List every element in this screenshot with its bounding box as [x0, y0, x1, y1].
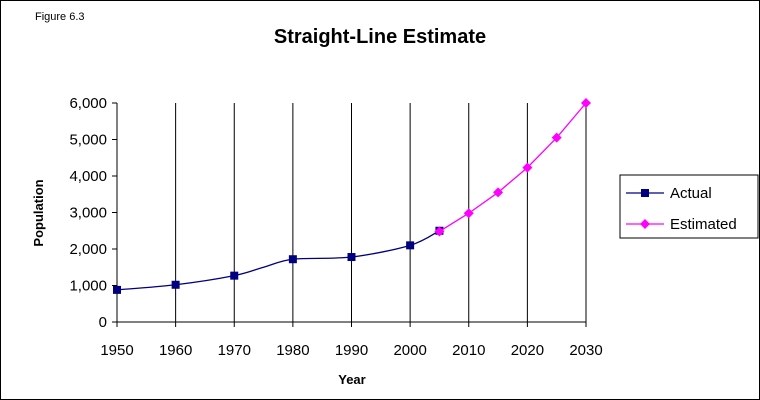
- data-point-actual: [347, 253, 356, 262]
- figure-label: Figure 6.3: [35, 11, 85, 23]
- legend: Actual Estimated: [619, 174, 759, 239]
- x-tick-label: 1950: [100, 342, 133, 359]
- y-tick-label: 4,000: [69, 168, 107, 185]
- y-tick-label: 5,000: [69, 132, 107, 149]
- data-point-estimated: [434, 226, 445, 237]
- x-tick-label: 1970: [218, 342, 251, 359]
- x-tick-label: 1990: [335, 342, 368, 359]
- legend-box: [619, 174, 759, 239]
- data-point-estimated: [551, 132, 562, 143]
- data-point-actual: [171, 280, 180, 289]
- data-point-actual: [230, 271, 239, 280]
- chart-title: Straight-Line Estimate: [273, 26, 487, 48]
- axes-layer: 0 1,000 2,000 3,000 4,000 5,000 6,000 1950 1960 1…: [69, 95, 602, 359]
- y-tick-label: 3,000: [69, 205, 107, 222]
- x-tick-label: 1960: [159, 342, 192, 359]
- legend-estimated-marker: [640, 219, 650, 229]
- series-line-estimated: [439, 102, 587, 233]
- data-point-actual: [406, 241, 415, 250]
- series-line-actual: [116, 230, 440, 291]
- y-tick-label: 6,000: [69, 95, 107, 112]
- data-point-actual: [288, 255, 297, 264]
- legend-actual-marker: [641, 189, 649, 197]
- y-axis-title: Population: [31, 179, 46, 246]
- data-point-estimated: [493, 187, 504, 198]
- x-tick-label: 1980: [276, 342, 309, 359]
- data-point-estimated: [522, 162, 533, 173]
- data-point-actual: [113, 285, 121, 294]
- legend-estimated-label: Estimated: [670, 216, 737, 233]
- legend-actual-label: Actual: [670, 185, 712, 202]
- series-layer: [113, 98, 591, 294]
- x-tick-label: 2030: [569, 342, 602, 359]
- x-tick-label: 2020: [511, 342, 544, 359]
- x-tick-label: 2000: [393, 342, 426, 359]
- y-tick-label: 0: [99, 314, 107, 331]
- x-tick-label: 2010: [452, 342, 485, 359]
- grid-layer: [175, 103, 587, 322]
- data-point-estimated: [581, 98, 591, 108]
- y-tick-label: 2,000: [69, 241, 107, 258]
- data-point-estimated: [463, 208, 474, 219]
- x-axis-title: Year: [338, 372, 365, 387]
- y-tick-label: 1,000: [69, 278, 107, 295]
